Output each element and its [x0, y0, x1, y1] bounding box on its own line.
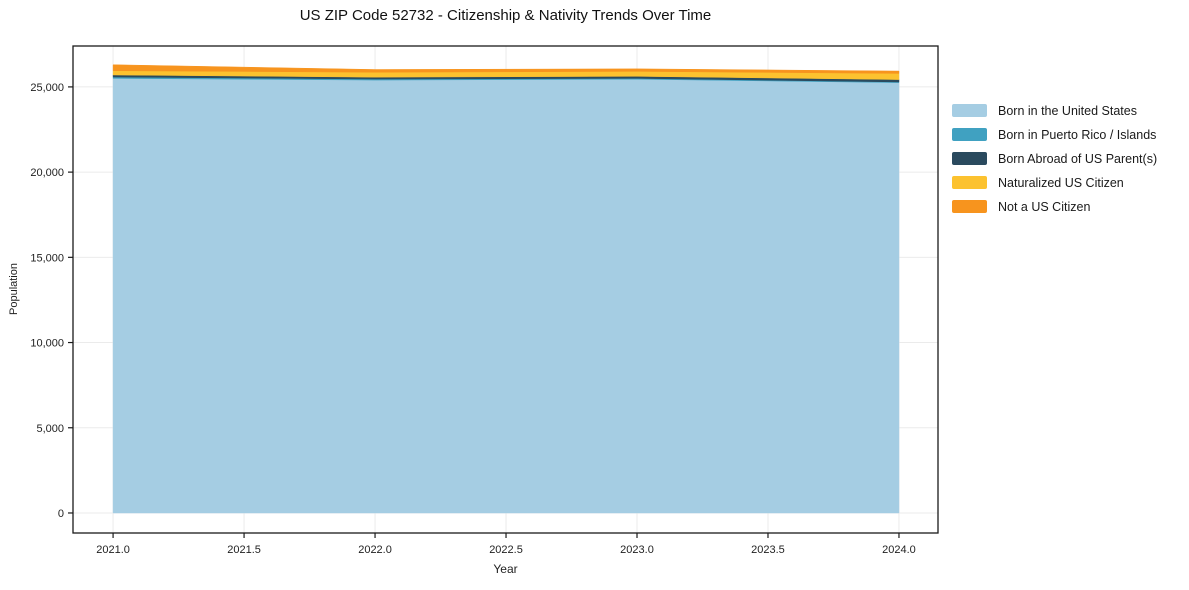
y-tick-label: 5,000: [36, 423, 64, 435]
x-axis-title: Year: [493, 562, 518, 576]
legend-label: Born Abroad of US Parent(s): [998, 151, 1158, 166]
legend-swatch: [952, 176, 987, 189]
x-tick-label: 2022.0: [358, 544, 392, 556]
y-axis-title: Population: [8, 263, 20, 315]
y-tick-label: 0: [58, 508, 64, 520]
legend-item: Naturalized US Citizen: [952, 175, 1157, 190]
legend-swatch: [952, 200, 987, 213]
legend: Born in the United States Born in Puerto …: [952, 103, 1158, 214]
chart-title: US ZIP Code 52732 - Citizenship & Nativi…: [299, 7, 712, 24]
legend-label: Born in Puerto Rico / Islands: [998, 127, 1157, 142]
y-tick-label: 15,000: [30, 252, 64, 264]
legend-swatch: [952, 104, 987, 117]
legend-item: Not a US Citizen: [952, 199, 1157, 214]
legend-label: Not a US Citizen: [998, 199, 1091, 214]
y-tick-label: 25,000: [30, 82, 64, 94]
x-tick-label: 2023.5: [751, 544, 785, 556]
x-tick-label: 2021.5: [227, 544, 261, 556]
legend-swatch: [952, 152, 987, 165]
x-tick-label: 2023.0: [620, 544, 654, 556]
legend-item: Born in the United States: [952, 103, 1157, 118]
legend-item: Born in Puerto Rico / Islands: [952, 127, 1157, 142]
legend-label: Born in the United States: [998, 103, 1137, 118]
x-tick-label: 2021.0: [96, 544, 130, 556]
legend-swatch: [952, 128, 987, 141]
y-tick-label: 10,000: [30, 338, 64, 350]
x-tick-label: 2024.0: [882, 544, 916, 556]
area-series-4: [112, 64, 900, 74]
area-series-0: [112, 78, 900, 514]
legend-item: Born Abroad of US Parent(s): [952, 151, 1158, 166]
legend-label: Naturalized US Citizen: [998, 175, 1124, 190]
x-tick-label: 2022.5: [489, 544, 523, 556]
y-tick-label: 20,000: [30, 167, 64, 179]
